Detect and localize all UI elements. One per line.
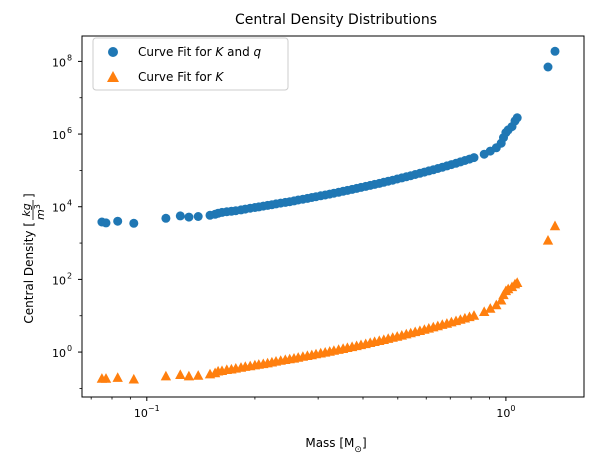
data-point-k: [128, 373, 139, 384]
y-axis-label-numerator: kg: [20, 203, 33, 216]
legend-entry-k-and-q-prefix: Curve Fit for: [138, 45, 215, 59]
y-axis-label-end: ]: [22, 193, 36, 198]
data-point-k-and-q: [550, 46, 560, 56]
data-point-k: [100, 373, 112, 383]
data-point-k-and-q: [193, 212, 203, 221]
data-point-k-and-q: [469, 153, 479, 163]
x-tick-label: 10−1: [134, 404, 160, 420]
data-point-k: [183, 370, 195, 381]
data-point-k: [112, 372, 123, 382]
legend-entry-k-and-q-and: and: [223, 45, 253, 59]
data-points: [96, 46, 561, 384]
y-tick-label: 10: [52, 56, 66, 69]
data-point-k-and-q: [184, 212, 194, 222]
x-axis-label-subscript: ⊙: [354, 445, 362, 455]
data-point-k: [512, 277, 523, 287]
x-tick-label: 100: [496, 404, 515, 420]
y-axis-label: Central Density [ kg m3 ]: [20, 193, 47, 323]
data-point-k: [496, 294, 507, 305]
y-axis-label-text: Central Density [: [22, 222, 36, 324]
data-point-k: [542, 235, 554, 245]
legend-entry-k-and-q: Curve Fit for K and q: [138, 45, 262, 59]
y-axis-label-denominator-exponent: 3: [33, 204, 42, 209]
data-point-k-and-q: [129, 218, 139, 228]
y-axis-label-denominator: m3: [33, 204, 47, 220]
x-axis-label-end: ]: [362, 436, 367, 450]
y-tick-label-exponent: 8: [67, 53, 72, 62]
chart-title: Central Density Distributions: [235, 12, 437, 28]
data-point-k-and-q: [161, 213, 171, 223]
x-axis-label-text: Mass [M: [305, 436, 354, 450]
legend-entry-k-prefix: Curve Fit for: [138, 70, 215, 84]
legend-entry-k-and-q-k: K: [215, 45, 224, 59]
axes: [78, 35, 585, 401]
y-tick-label-exponent: 6: [67, 126, 72, 135]
legend-entry-k: Curve Fit for K: [138, 70, 224, 84]
data-point-k-and-q: [543, 62, 553, 72]
legend-entry-k-k: K: [215, 70, 224, 84]
y-tick-label: 10: [52, 347, 66, 360]
data-point-k-and-q: [113, 216, 123, 226]
data-point-k: [485, 303, 496, 313]
y-tick-label: 10: [52, 129, 66, 142]
y-tick-label-exponent: 2: [67, 271, 72, 280]
y-tick-label-exponent: 0: [67, 344, 72, 353]
legend-marker-triangle: [107, 71, 119, 82]
data-point-k-and-q: [101, 218, 111, 228]
legend-box: [92, 37, 289, 91]
plot-frame: [81, 35, 585, 398]
data-point-k: [468, 310, 480, 320]
legend: Curve Fit for K and q Curve Fit for K: [92, 37, 289, 91]
y-tick-label: 10: [52, 274, 66, 287]
data-point-k: [549, 220, 561, 231]
y-axis-label-denominator-base: m: [34, 209, 47, 220]
y-tick-label-exponent: 4: [67, 199, 72, 208]
data-point-k: [479, 306, 490, 316]
legend-marker-circle: [108, 47, 118, 57]
data-point-k: [160, 370, 172, 381]
data-point-k-and-q: [512, 113, 522, 123]
data-point-k-and-q: [175, 211, 185, 221]
y-tick-label: 10: [52, 202, 66, 215]
data-point-k: [193, 370, 204, 380]
x-axis-label: Mass [M⊙]: [305, 436, 366, 455]
data-point-k: [175, 369, 186, 379]
legend-entry-k-and-q-q: q: [254, 45, 262, 59]
